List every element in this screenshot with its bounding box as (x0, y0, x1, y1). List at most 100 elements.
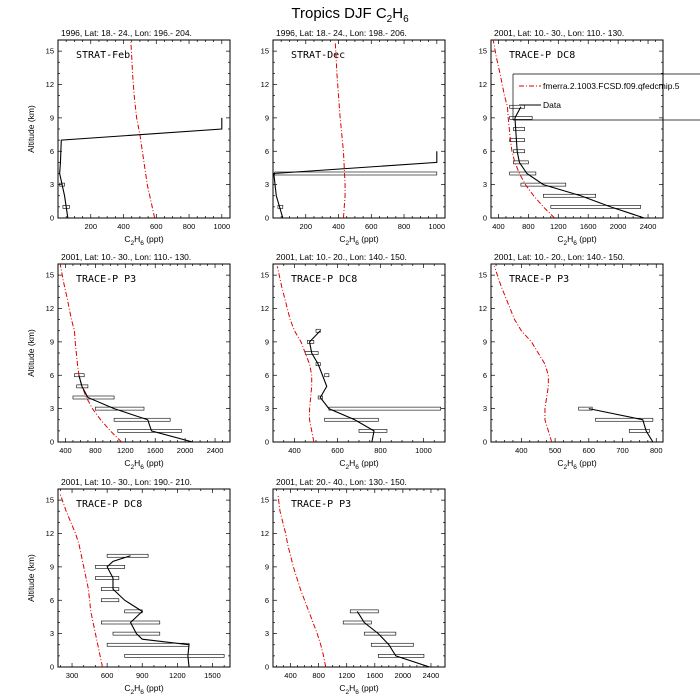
data-line (588, 408, 654, 442)
x-tick-label: 400 (492, 222, 505, 231)
model-line (130, 42, 156, 218)
model-line (59, 494, 103, 667)
errorbar-1 (628, 429, 650, 433)
x-tick-label: 1200 (169, 671, 186, 680)
data-line (78, 375, 193, 442)
x-axis-label-part: H (567, 234, 573, 244)
errorbar-1 (378, 654, 425, 658)
panel-subtitle: 2001, Lat: 10.- 30., Lon: 190.- 210. (61, 477, 192, 487)
y-tick-label: 15 (261, 496, 269, 505)
y-tick-label: 9 (50, 113, 54, 122)
x-axis-label-part: (ppt) (144, 458, 164, 468)
plot-frame (57, 263, 231, 443)
y-tick-label: 12 (46, 529, 54, 538)
x-axis-label-part: 6 (573, 464, 577, 471)
panel-3: 2001, Lat: 10.- 30., Lon: 110.- 130. 0 3 6 9… (479, 28, 700, 247)
y-tick-label: 3 (50, 404, 54, 413)
y-axis-label: Altitude (km) (26, 554, 36, 602)
panel-2: 1996, Lat: 18.- 24., Lon: 198.- 206. 0 3 6 9… (261, 28, 446, 247)
campaign-label: TRACE-P DC8 (509, 50, 575, 61)
x-axis-label-part: H (134, 234, 140, 244)
errorbar-7 (100, 587, 120, 591)
y-tick-label: 0 (483, 438, 487, 447)
x-axis-label-part: C (124, 458, 130, 468)
x-tick-label: 2000 (610, 222, 627, 231)
errorbar-3 (95, 406, 145, 411)
errorbar-4 (509, 171, 537, 176)
x-axis-label-part: H (349, 683, 355, 693)
y-tick-label: 15 (479, 271, 487, 280)
x-tick-label: 900 (136, 671, 149, 680)
x-tick-label: 1200 (550, 222, 567, 231)
panel-subtitle: 1996, Lat: 18.- 24., Lon: 196.- 204. (61, 28, 192, 38)
x-axis-label-part: 2 (345, 464, 349, 471)
x-tick-label: 300 (66, 671, 79, 680)
errorbar-3 (363, 631, 397, 636)
x-axis-label-part: 2 (130, 240, 134, 247)
x-tick-label: 400 (117, 222, 130, 231)
x-axis-label-part: H (349, 458, 355, 468)
panel-subtitle: 2001, Lat: 20.- 40., Lon: 130.- 150. (276, 477, 407, 487)
x-tick-label: 1200 (117, 446, 134, 455)
y-axis-label: Altitude (km) (26, 105, 36, 153)
x-axis-label-part: 6 (140, 240, 144, 247)
y-tick-label: 0 (50, 438, 54, 447)
plot-area (59, 264, 193, 442)
y-tick-label: 12 (261, 529, 269, 538)
x-axis-label-part: (ppt) (144, 234, 164, 244)
model-line (493, 266, 553, 442)
y-tick-label: 3 (483, 180, 487, 189)
panel-subtitle: 2001, Lat: 10.- 20., Lon: 140.- 150. (494, 252, 625, 262)
x-tick-label: 1000 (213, 222, 230, 231)
x-axis-label-part: 2 (345, 689, 349, 696)
y-tick-label: 15 (261, 47, 269, 56)
plot-frame (490, 263, 664, 443)
panel-subtitle: 2001, Lat: 10.- 20., Lon: 140.- 150. (276, 252, 407, 262)
legend: fmerra.2.1003.FCSD.f09.qfedcmip.5 Data (512, 73, 700, 121)
x-axis-label-part: C (124, 683, 130, 693)
panel-subtitle: 2001, Lat: 10.- 30., Lon: 110.- 130. (494, 28, 624, 38)
x-axis-label-part: C (557, 458, 563, 468)
panel-1: 1996, Lat: 18.- 24., Lon: 196.- 204. 0 3 6 9… (26, 28, 231, 247)
x-tick-label: 600 (365, 222, 378, 231)
y-tick-label: 15 (261, 271, 269, 280)
x-axis-label-part: C (124, 234, 130, 244)
plot-frame (490, 39, 664, 219)
data-line (356, 611, 430, 667)
y-tick-label: 6 (50, 596, 54, 605)
y-tick-label: 6 (50, 371, 54, 380)
panel-7: 2001, Lat: 10.- 30., Lon: 190.- 210. 0 3 6 9… (26, 477, 231, 696)
y-tick-label: 3 (265, 404, 269, 413)
y-tick-label: 0 (483, 214, 487, 223)
plot-area (493, 266, 654, 442)
x-axis-label-part: (ppt) (577, 234, 597, 244)
y-tick-label: 3 (265, 629, 269, 638)
chart-title: Tropics DJF C2H6 (291, 5, 409, 25)
x-tick-label: 500 (549, 446, 562, 455)
errorbar-9 (509, 116, 533, 120)
model-line (492, 40, 555, 218)
x-axis-label: C2H6 (ppt) (339, 458, 379, 471)
errorbar-3 (520, 182, 567, 187)
y-tick-label: 6 (483, 147, 487, 156)
model-line (277, 494, 327, 667)
errorbar-7 (509, 138, 525, 142)
x-axis-label-part: 6 (140, 689, 144, 696)
campaign-label: STRAT-Dec (291, 50, 345, 61)
x-tick-label: 400 (59, 446, 72, 455)
x-axis-label-part: C (339, 683, 345, 693)
x-axis-label-part: 6 (355, 240, 359, 247)
y-tick-label: 0 (50, 214, 54, 223)
y-tick-label: 9 (265, 562, 269, 571)
y-tick-label: 12 (46, 80, 54, 89)
errorbar-2 (595, 417, 654, 422)
y-tick-label: 12 (46, 304, 54, 313)
y-tick-label: 12 (261, 304, 269, 313)
x-tick-label: 400 (515, 446, 528, 455)
errorbar-5 (324, 373, 330, 378)
errorbar-3 (328, 406, 441, 411)
errorbar-8 (513, 127, 525, 131)
campaign-label: TRACE-P DC8 (76, 499, 142, 510)
plot-area (273, 42, 438, 218)
x-tick-label: 400 (284, 671, 297, 680)
